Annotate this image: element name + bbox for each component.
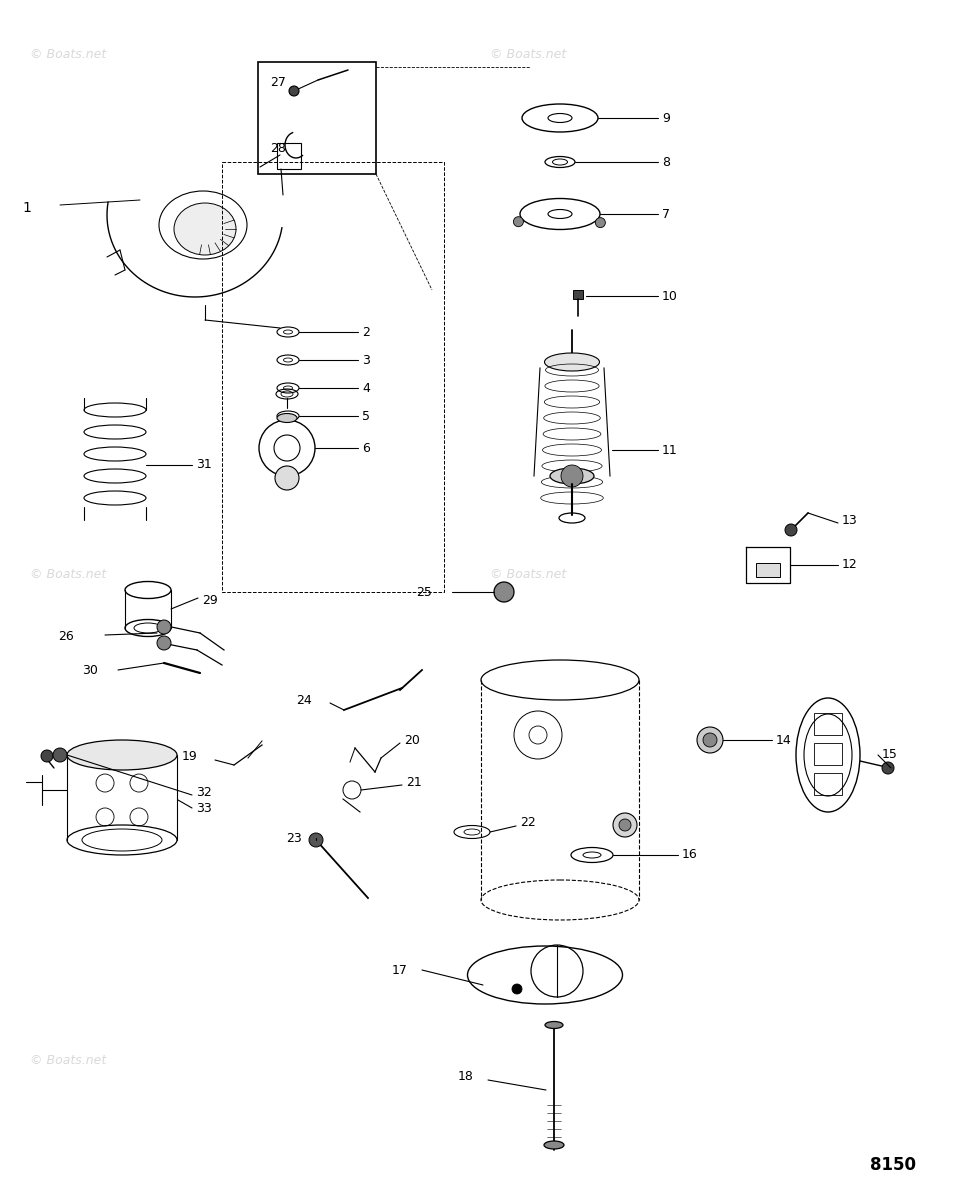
- Text: 18: 18: [457, 1070, 474, 1084]
- Text: 10: 10: [661, 289, 678, 302]
- Ellipse shape: [544, 1021, 562, 1028]
- Text: 33: 33: [195, 802, 212, 815]
- Text: 1: 1: [22, 200, 30, 215]
- Text: 20: 20: [403, 733, 419, 746]
- Ellipse shape: [550, 468, 594, 484]
- Circle shape: [494, 582, 514, 602]
- Text: © Boats.net: © Boats.net: [30, 569, 106, 582]
- Bar: [813, 713, 841, 734]
- Circle shape: [882, 762, 893, 774]
- Circle shape: [157, 620, 171, 634]
- Ellipse shape: [67, 740, 177, 770]
- Text: 24: 24: [295, 694, 312, 707]
- Circle shape: [512, 984, 521, 994]
- Text: 8: 8: [661, 156, 669, 168]
- Text: 12: 12: [841, 558, 857, 571]
- Circle shape: [618, 818, 630, 830]
- Bar: [257, 62, 375, 174]
- Circle shape: [697, 727, 722, 754]
- Text: © Boats.net: © Boats.net: [30, 48, 106, 61]
- Text: 4: 4: [361, 382, 370, 395]
- Text: 2: 2: [361, 325, 370, 338]
- Circle shape: [289, 86, 298, 96]
- Bar: [755, 563, 780, 577]
- Bar: [813, 743, 841, 766]
- Text: © Boats.net: © Boats.net: [490, 569, 566, 582]
- Text: 31: 31: [195, 458, 212, 472]
- Text: 11: 11: [661, 444, 677, 456]
- Text: 5: 5: [361, 409, 370, 422]
- Ellipse shape: [544, 353, 598, 371]
- Text: 19: 19: [182, 750, 197, 762]
- Text: 17: 17: [392, 964, 408, 977]
- Bar: [222, 162, 443, 592]
- Circle shape: [157, 636, 171, 650]
- Circle shape: [274, 466, 298, 490]
- Circle shape: [595, 217, 605, 228]
- Bar: [813, 773, 841, 794]
- Circle shape: [784, 524, 796, 536]
- Text: 3: 3: [361, 354, 370, 366]
- Bar: [276, 143, 301, 169]
- Text: 7: 7: [661, 208, 669, 221]
- Circle shape: [513, 217, 523, 227]
- Text: 30: 30: [82, 664, 98, 677]
- Ellipse shape: [543, 1141, 563, 1150]
- Text: © Boats.net: © Boats.net: [30, 1054, 106, 1067]
- Text: © Boats.net: © Boats.net: [490, 48, 566, 61]
- Circle shape: [41, 750, 53, 762]
- Circle shape: [613, 814, 637, 838]
- Bar: [573, 290, 582, 299]
- Text: 26: 26: [58, 630, 73, 643]
- Circle shape: [309, 833, 323, 847]
- Text: 13: 13: [841, 514, 857, 527]
- Text: 27: 27: [270, 77, 286, 90]
- Text: 32: 32: [195, 786, 212, 799]
- Text: 6: 6: [361, 442, 370, 455]
- Circle shape: [53, 748, 67, 762]
- Text: 14: 14: [775, 733, 791, 746]
- Text: 29: 29: [202, 594, 217, 606]
- Text: 15: 15: [882, 749, 897, 762]
- Ellipse shape: [173, 203, 235, 254]
- Text: 21: 21: [406, 775, 421, 788]
- Text: 28: 28: [270, 142, 286, 155]
- Text: 16: 16: [681, 848, 697, 862]
- Circle shape: [702, 733, 717, 746]
- Text: 23: 23: [286, 832, 301, 845]
- Text: 25: 25: [416, 586, 432, 599]
- Text: 9: 9: [661, 112, 669, 125]
- Ellipse shape: [276, 414, 296, 422]
- Circle shape: [560, 464, 582, 487]
- Text: 22: 22: [519, 816, 536, 829]
- Text: 8150: 8150: [869, 1156, 915, 1174]
